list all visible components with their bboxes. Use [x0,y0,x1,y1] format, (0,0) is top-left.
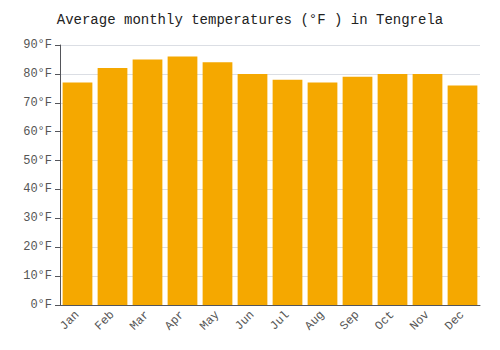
svg-text:Jan: Jan [57,308,82,333]
svg-text:Dec: Dec [442,308,467,333]
svg-text:May: May [197,308,222,333]
svg-text:Jul: Jul [267,308,292,333]
svg-text:60°F: 60°F [23,125,52,139]
svg-text:70°F: 70°F [23,96,52,110]
svg-text:Nov: Nov [407,308,432,333]
svg-text:Aug: Aug [302,308,327,333]
svg-text:Feb: Feb [92,308,117,333]
svg-text:20°F: 20°F [23,240,52,254]
svg-text:Average monthly temperatures (: Average monthly temperatures (°F ) in Te… [57,12,443,28]
svg-text:10°F: 10°F [23,269,52,283]
svg-text:40°F: 40°F [23,182,52,196]
svg-text:90°F: 90°F [23,38,52,52]
svg-text:30°F: 30°F [23,211,52,225]
svg-text:80°F: 80°F [23,67,52,81]
svg-text:50°F: 50°F [23,154,52,168]
svg-text:0°F: 0°F [30,298,52,312]
svg-text:Sep: Sep [337,308,362,333]
svg-text:Mar: Mar [127,308,152,333]
svg-text:Apr: Apr [162,308,187,333]
svg-text:Oct: Oct [372,308,397,333]
svg-text:Jun: Jun [232,308,257,333]
